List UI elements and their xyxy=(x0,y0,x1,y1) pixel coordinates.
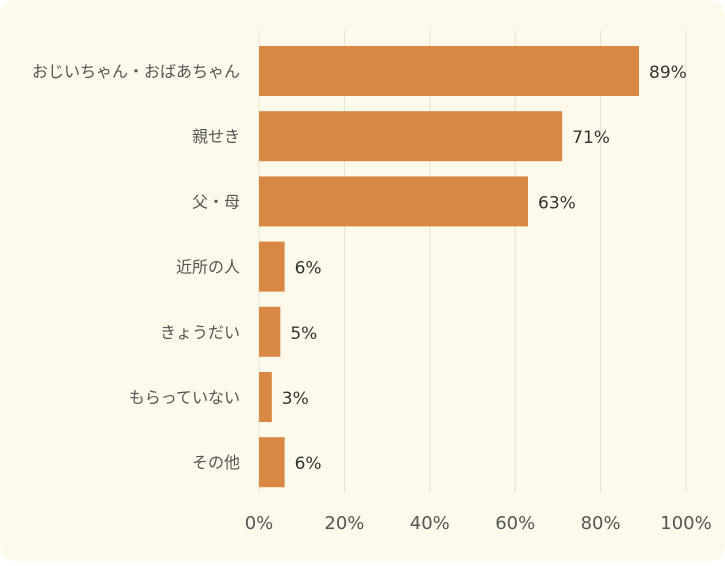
bar xyxy=(259,372,272,422)
category-label: 父・母 xyxy=(192,192,240,211)
value-label: 6% xyxy=(295,454,322,474)
value-label: 89% xyxy=(649,63,687,83)
x-tick-label: 40% xyxy=(410,513,450,534)
value-label: 3% xyxy=(282,389,309,409)
grid-layer xyxy=(258,30,687,492)
category-label: きょうだい xyxy=(160,323,240,342)
bar xyxy=(259,241,285,292)
bar xyxy=(259,176,529,227)
bar xyxy=(259,437,285,488)
category-label: もらっていない xyxy=(129,388,240,407)
bar xyxy=(259,46,640,96)
category-label: おじいちゃん・おばあちゃん xyxy=(32,62,240,81)
x-tick-label: 20% xyxy=(324,513,364,534)
bar xyxy=(259,306,281,357)
value-label: 71% xyxy=(572,128,610,148)
category-label: 近所の人 xyxy=(176,258,240,277)
category-label: 親せき xyxy=(192,127,240,146)
x-tick-label: 100% xyxy=(660,513,711,534)
x-tick-label: 80% xyxy=(581,513,621,534)
label-layer: 0% 20% 40% 60% 80% 100% おじいちゃん・おばあちゃん 89% 親せき 71%… xyxy=(32,62,712,534)
bar-layer xyxy=(259,46,640,488)
value-label: 5% xyxy=(290,324,317,344)
category-label: その他 xyxy=(192,453,240,472)
x-tick-label: 60% xyxy=(495,513,535,534)
x-tick-label: 0% xyxy=(245,513,274,534)
bar xyxy=(259,111,563,162)
value-label: 63% xyxy=(538,193,576,213)
value-label: 6% xyxy=(295,259,322,279)
